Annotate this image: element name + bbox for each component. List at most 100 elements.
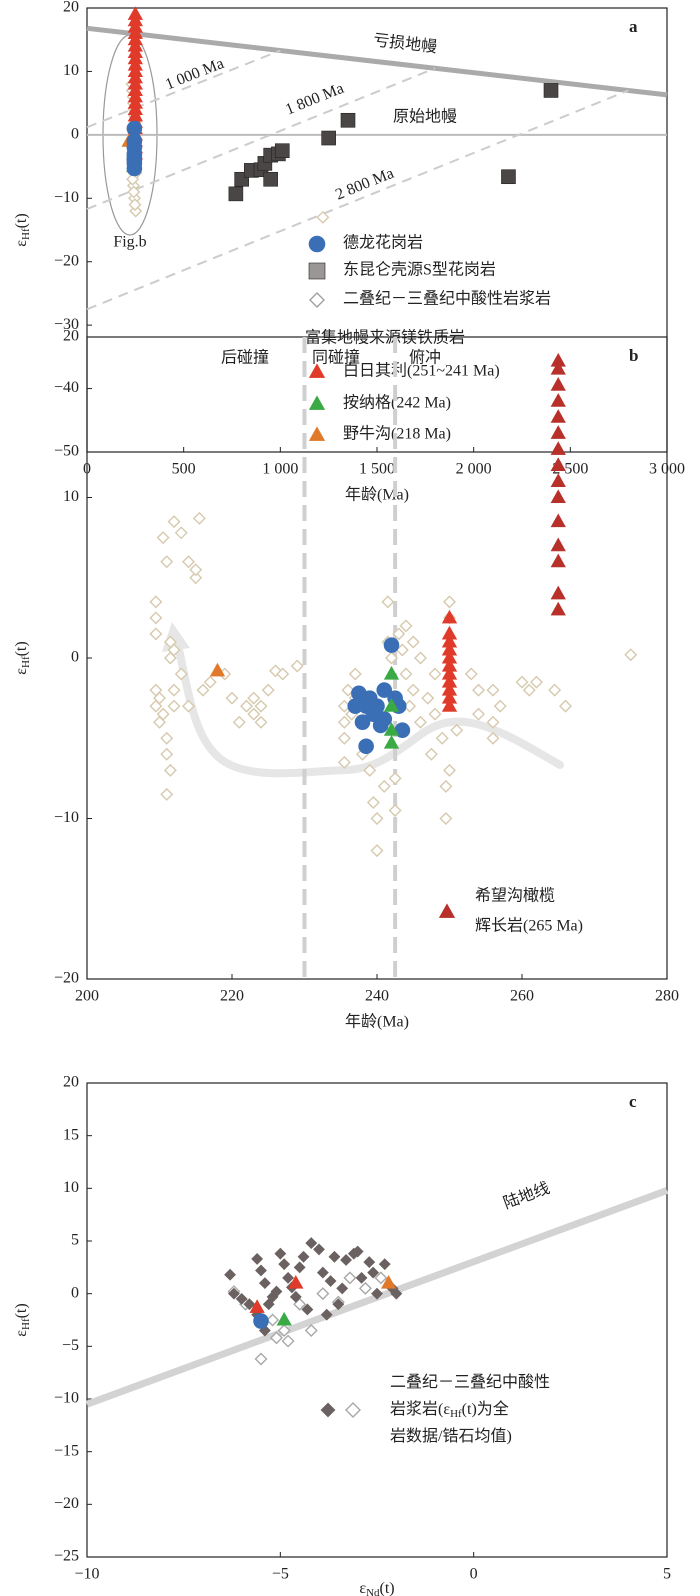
point <box>369 698 385 714</box>
point <box>428 707 442 721</box>
point <box>277 1324 291 1338</box>
legend-label-part: (t)为全 <box>462 1400 509 1418</box>
point <box>439 779 453 793</box>
point <box>266 1313 280 1327</box>
point <box>424 747 438 761</box>
point <box>428 667 442 681</box>
x-tick-label: 1 500 <box>359 461 395 478</box>
axis-label-symbol: ε <box>13 668 30 675</box>
legend-heading: 富集地幔来源镁铁质岩 <box>305 329 465 347</box>
legend-marker <box>438 903 456 918</box>
point <box>421 691 435 705</box>
point <box>160 555 174 569</box>
point <box>376 682 393 698</box>
point <box>240 699 253 713</box>
point <box>149 611 163 625</box>
line-label: 1 800 Ma <box>283 80 346 119</box>
point <box>160 747 174 761</box>
point <box>550 425 566 439</box>
point <box>174 526 188 540</box>
point <box>367 1266 380 1279</box>
x-tick-label: −5 <box>272 1566 289 1583</box>
point <box>441 609 458 624</box>
point <box>337 731 351 745</box>
point <box>501 169 516 185</box>
point <box>174 667 188 681</box>
legend-label: 东昆仑壳源S型花岗岩 <box>343 261 496 279</box>
y-tick-label: −5 <box>62 1337 79 1354</box>
y-tick-label: −25 <box>54 1548 79 1565</box>
axis-label-rest: (t) <box>13 1303 30 1318</box>
line-label: 原始地幔 <box>393 108 457 126</box>
point <box>337 755 351 769</box>
point <box>439 812 453 825</box>
x-tick-label: 500 <box>172 461 196 478</box>
x-tick-label: 5 <box>663 1566 671 1583</box>
point <box>550 513 566 528</box>
point <box>274 1247 287 1260</box>
point <box>624 648 638 662</box>
point <box>435 731 449 745</box>
point <box>399 619 413 633</box>
point <box>392 627 406 641</box>
axis-label-rest: (t) <box>13 641 30 656</box>
point <box>304 1324 318 1338</box>
point <box>167 699 181 713</box>
axis-label-sub: Nd <box>366 1587 380 1596</box>
point <box>336 1282 349 1295</box>
point <box>209 662 226 677</box>
legend-marker <box>308 262 326 280</box>
axis-label-sub: Hf <box>20 1318 32 1330</box>
point <box>550 489 566 504</box>
point <box>253 1313 269 1329</box>
y-tick-label: 20 <box>63 1074 79 1091</box>
point <box>543 83 559 98</box>
point <box>167 683 181 697</box>
point <box>149 595 163 609</box>
axis-label-rest: (t) <box>13 213 30 228</box>
point <box>160 731 174 745</box>
point <box>160 787 174 801</box>
point <box>149 627 163 641</box>
point <box>388 771 402 785</box>
axis-label-rest: (t) <box>380 1580 395 1596</box>
point <box>320 1308 333 1321</box>
point <box>153 691 166 705</box>
point <box>189 571 203 585</box>
legend-label: 德龙花岗岩 <box>343 234 423 252</box>
point <box>167 643 181 657</box>
panel-label: a <box>629 17 638 36</box>
legend-marker <box>320 1402 336 1418</box>
point <box>305 1237 318 1250</box>
axis-label-symbol: ε <box>13 1330 30 1337</box>
point <box>225 691 239 705</box>
point <box>358 1281 372 1295</box>
point <box>281 1334 295 1348</box>
y-tick-label: −20 <box>54 970 79 987</box>
point <box>328 1250 341 1263</box>
x-axis-label: 年龄(Ma) <box>345 486 409 504</box>
point <box>522 683 536 697</box>
point <box>228 186 244 202</box>
point <box>366 795 380 809</box>
legend-label-part: 二叠纪－三叠纪中酸性 <box>390 1373 550 1391</box>
y-tick-label: −20 <box>54 252 79 269</box>
point <box>276 1311 292 1326</box>
legend-marker <box>308 426 326 441</box>
x-tick-label: 200 <box>75 988 99 1005</box>
point <box>341 683 355 697</box>
legend-label: 辉长岩(265 Ma) <box>475 917 583 935</box>
point <box>293 1261 306 1274</box>
point <box>354 714 371 731</box>
x-tick-label: 280 <box>655 988 679 1005</box>
point <box>269 1331 283 1345</box>
legend-label-part: 岩浆岩(ε <box>390 1400 450 1418</box>
point <box>378 1258 391 1271</box>
point <box>383 665 400 680</box>
point <box>224 1268 236 1281</box>
point <box>374 1271 388 1285</box>
point <box>380 1275 397 1289</box>
y-tick-label: 0 <box>71 649 79 666</box>
legend-label: 白日其利(251~241 Ma) <box>343 362 500 380</box>
point <box>254 699 268 713</box>
